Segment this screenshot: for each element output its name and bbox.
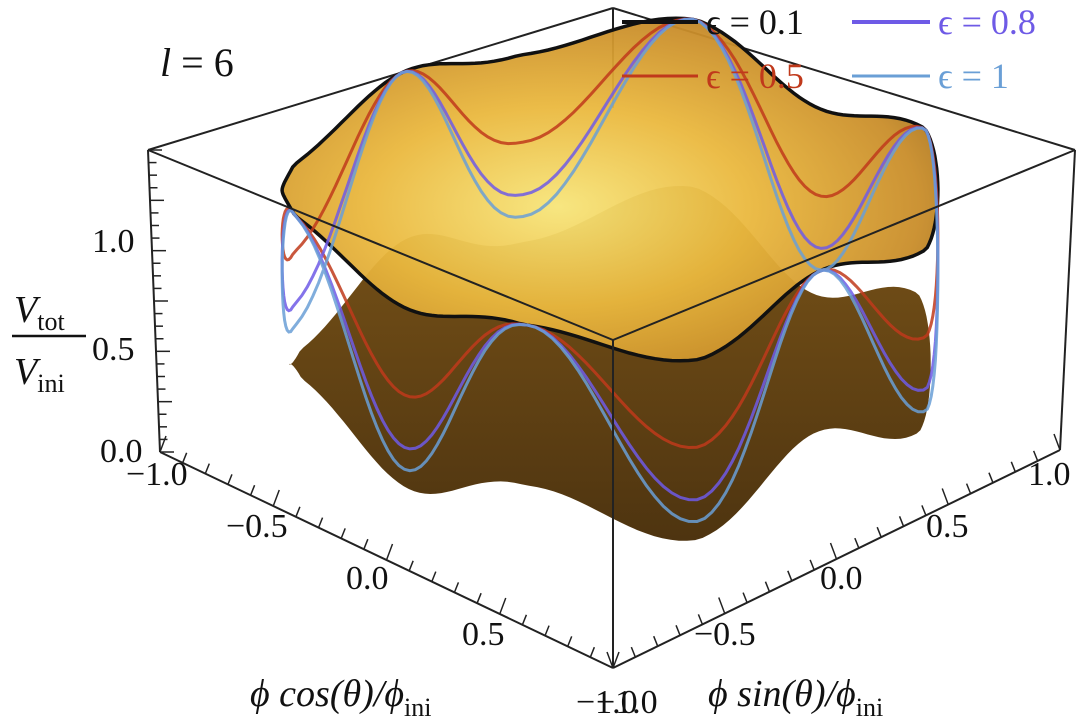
tick-mark (272, 489, 280, 507)
tick-mark (544, 625, 550, 636)
tick-mark (589, 646, 596, 658)
tick-mark (363, 538, 369, 550)
tick-mark (653, 635, 659, 647)
tick-mark (965, 483, 972, 494)
tick-mark (340, 528, 346, 539)
z-axis-num-sub: tot (37, 307, 65, 336)
x-axis-label-main: ϕ cos(θ)/ϕ (250, 673, 404, 715)
tick-marks (148, 149, 1061, 669)
tick-mark (809, 559, 815, 571)
tick-mark (718, 597, 726, 614)
z-axis-label: Vtot Vini (12, 289, 86, 398)
tick-mark (521, 614, 528, 626)
tick-mark (697, 614, 704, 625)
tick-mark (764, 581, 771, 592)
legend-label-1: ϵ = 0.8 (938, 2, 1036, 42)
legend-label-3: ϵ = 1 (938, 56, 1009, 96)
tick-mark (385, 543, 394, 561)
svg-text:Vini: Vini (14, 351, 65, 398)
panel-label-var: l (160, 40, 171, 85)
y-axis-label-main: ϕ sin(θ)/ϕ (708, 673, 856, 715)
tick-mark (476, 592, 482, 604)
tick-mark (829, 542, 838, 560)
tick-mark (606, 651, 614, 669)
tick-mark (612, 651, 620, 669)
x-tick-label: 0.0 (346, 560, 389, 597)
x-axis-label: ϕ cos(θ)/ϕini (250, 673, 431, 722)
series-curve-eps-1 (280, 17, 940, 524)
y-tick-label: 0.5 (926, 508, 969, 545)
tick-mark (295, 506, 301, 518)
panel-label-val: 6 (214, 40, 234, 85)
tick-mark (1053, 433, 1061, 451)
tick-mark (988, 472, 994, 483)
svg-text:Vtot: Vtot (14, 289, 65, 336)
x-tick-label: 0.5 (462, 616, 505, 653)
tick-mark (499, 597, 507, 615)
tick-mark (854, 537, 860, 549)
tick-mark (921, 505, 927, 516)
z-axis-den: V (14, 351, 41, 393)
y-tick-label: −1.0 (596, 684, 658, 721)
tick-mark (742, 592, 748, 603)
x-tick-label: −0.5 (226, 508, 288, 545)
tick-mark (876, 526, 882, 538)
tick-mark (159, 435, 167, 453)
x-tick-label: −1.0 (126, 456, 188, 493)
tick-mark (431, 571, 437, 582)
tick-mark (630, 646, 637, 658)
z-tick-label: 0.0 (100, 433, 143, 470)
legend-label-2: ϵ = 0.5 (706, 56, 804, 96)
tick-mark (675, 625, 681, 636)
tick-mark (787, 570, 793, 582)
tick-mark (1010, 461, 1016, 473)
tick-mark (453, 582, 460, 593)
x-tick-label: −1.0 (576, 684, 638, 721)
tick-mark (317, 517, 324, 528)
z-tick-label: 1.0 (92, 223, 135, 260)
tick-mark (227, 474, 233, 485)
z-axis-num: V (14, 289, 41, 331)
legend-label-0: ϵ = 0.1 (706, 2, 804, 42)
y-tick-label: 1.0 (1028, 456, 1071, 493)
tick-mark (898, 516, 905, 527)
panel-label-eq: = (171, 40, 214, 85)
surface-top (282, 18, 938, 361)
tick-mark (204, 463, 210, 474)
panel-label: l = 6 (160, 40, 234, 85)
tick-mark (181, 452, 188, 464)
x-axis-label-sub: ini (404, 693, 431, 722)
tick-mark (1032, 450, 1039, 462)
y-axis-label-sub: ini (856, 693, 883, 722)
y-axis-label: ϕ sin(θ)/ϕini (708, 673, 883, 722)
tick-mark (249, 484, 256, 496)
z-tick-label: 0.5 (92, 331, 135, 368)
legend: ϵ = 0.1 ϵ = 0.8 ϵ = 0.5 ϵ = 1 (622, 2, 1036, 96)
y-tick-label: −0.5 (694, 616, 756, 653)
z-axis-den-sub: ini (37, 369, 64, 398)
tick-mark (941, 488, 949, 505)
y-tick-label: 0.0 (820, 560, 863, 597)
curve-layer (280, 16, 940, 524)
tick-mark (567, 636, 573, 647)
tick-mark (408, 560, 414, 572)
